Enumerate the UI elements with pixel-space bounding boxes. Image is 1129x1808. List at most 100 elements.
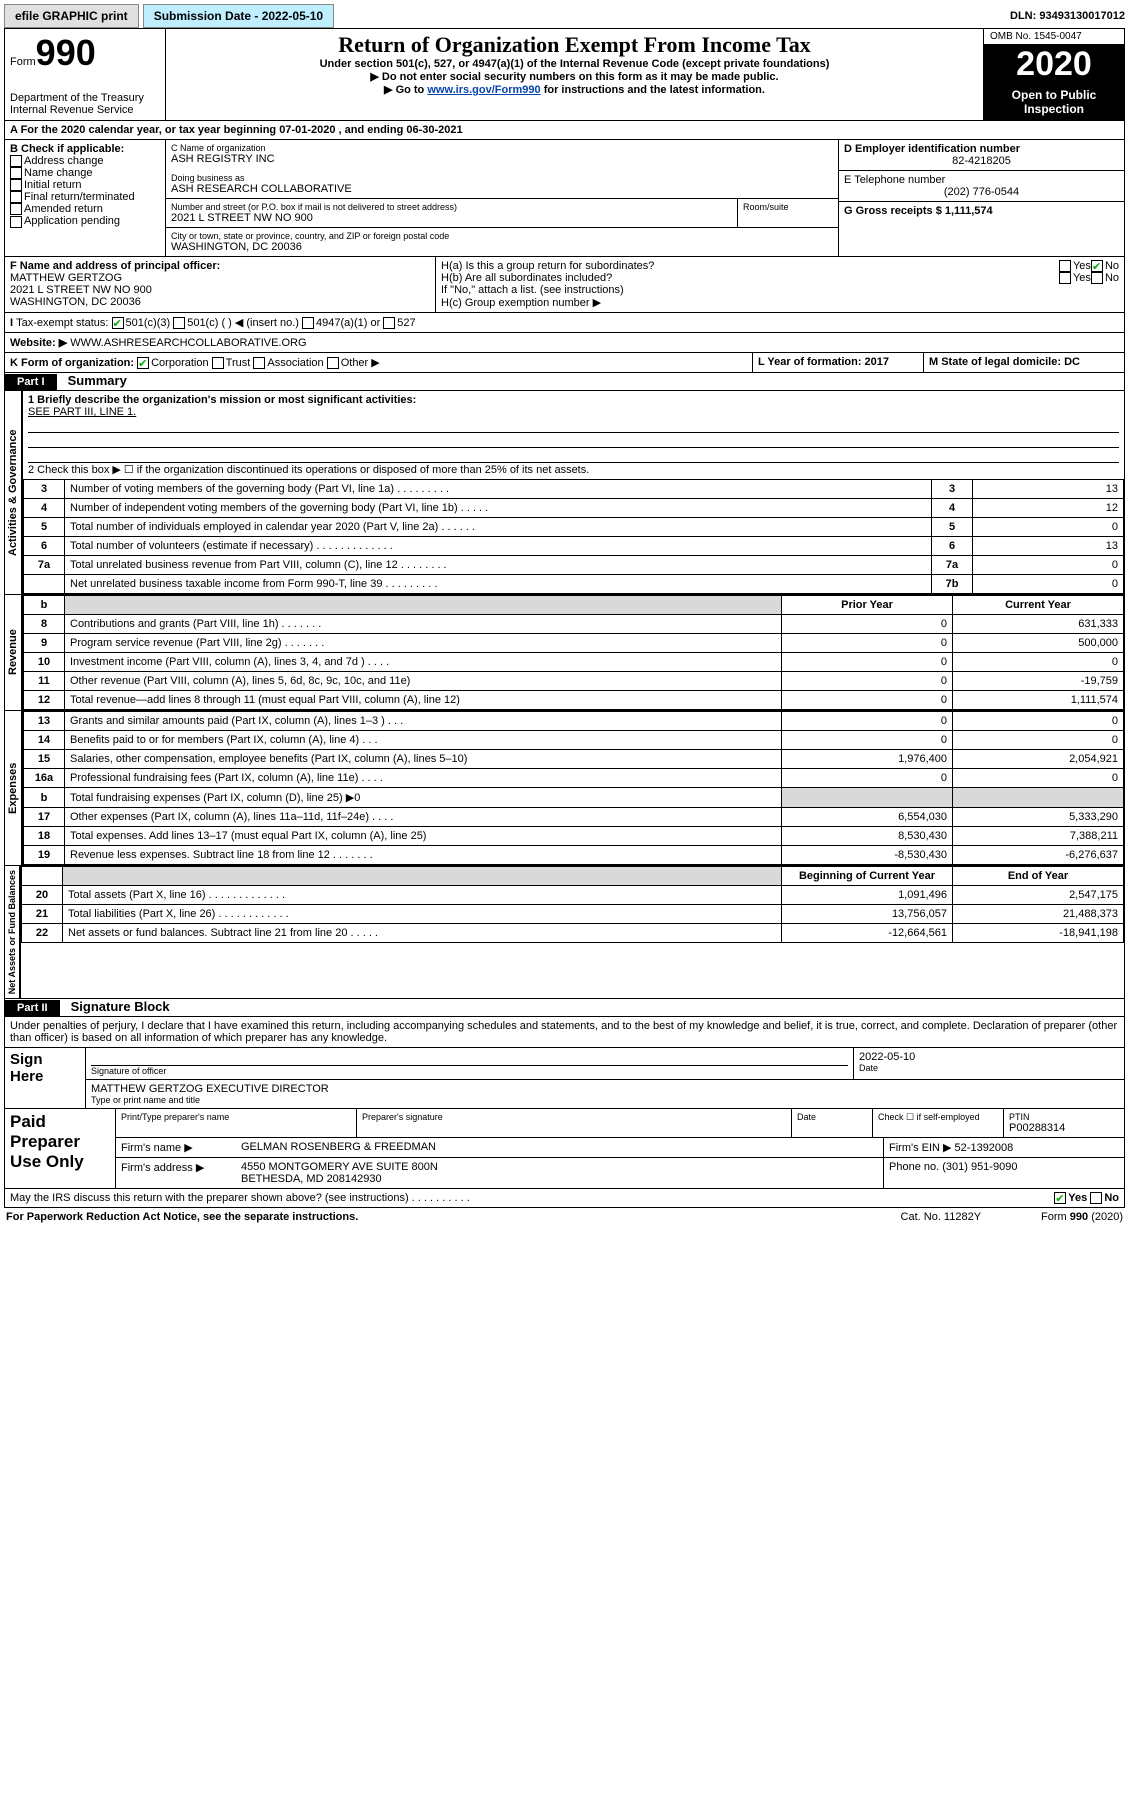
hb-no-checkbox[interactable] — [1091, 272, 1103, 284]
cur-val: 2,054,921 — [953, 750, 1124, 769]
p1-num — [24, 575, 65, 594]
4947-checkbox[interactable] — [302, 317, 314, 329]
row-num: 16a — [24, 769, 65, 788]
cur-val: 7,388,211 — [953, 827, 1124, 846]
i-label: Tax-exempt status: — [16, 317, 108, 329]
row-num: 13 — [24, 712, 65, 731]
row-num: 9 — [24, 634, 65, 653]
hb-no: No — [1105, 272, 1119, 284]
perjury-text: Under penalties of perjury, I declare th… — [5, 1017, 1124, 1048]
row-text: Net assets or fund balances. Subtract li… — [63, 924, 782, 943]
k-t: Trust — [226, 357, 251, 369]
row-text: Benefits paid to or for members (Part IX… — [65, 731, 782, 750]
ha-yes-checkbox[interactable] — [1059, 260, 1071, 272]
officer-name: MATTHEW GERTZOG — [10, 272, 430, 284]
p1-rn: 6 — [932, 537, 973, 556]
other-checkbox[interactable] — [327, 357, 339, 369]
sub3-post: for instructions and the latest informat… — [541, 84, 765, 96]
firm-addr-label: Firm's address ▶ — [116, 1158, 236, 1188]
k-o: Other ▶ — [341, 357, 380, 369]
subtitle-1: Under section 501(c), 527, or 4947(a)(1)… — [171, 58, 978, 70]
firm-addr1: 4550 MONTGOMERY AVE SUITE 800N — [241, 1161, 878, 1173]
addr-label: Number and street (or P.O. box if mail i… — [171, 202, 732, 212]
form-number: 990 — [36, 32, 96, 73]
row-num: 14 — [24, 731, 65, 750]
prior-val: 0 — [782, 769, 953, 788]
room-label: Room/suite — [743, 202, 833, 212]
row-text: Total revenue—add lines 8 through 11 (mu… — [65, 691, 782, 710]
discuss-no-checkbox[interactable] — [1090, 1192, 1102, 1204]
501c3-checkbox[interactable] — [112, 317, 124, 329]
open-inspection: Open to Public Inspection — [984, 84, 1124, 120]
row-num: 15 — [24, 750, 65, 769]
discuss-yes-checkbox[interactable] — [1054, 1192, 1066, 1204]
hb-label: H(b) Are all subordinates included? — [441, 272, 1059, 284]
k-label: K Form of organization: — [10, 357, 134, 369]
row-num: 11 — [24, 672, 65, 691]
subtitle-2: ▶ Do not enter social security numbers o… — [171, 70, 978, 83]
prior-val: -12,664,561 — [782, 924, 953, 943]
pt-name-label: Print/Type preparer's name — [121, 1112, 351, 1122]
form-title: Return of Organization Exempt From Incom… — [171, 32, 978, 58]
l-label: L Year of formation: 2017 — [758, 356, 889, 368]
501c-checkbox[interactable] — [173, 317, 185, 329]
prior-year-header: Prior Year — [782, 596, 953, 615]
officer-l2: WASHINGTON, DC 20036 — [10, 296, 430, 308]
p1-val: 13 — [973, 480, 1124, 499]
line-a: A For the 2020 calendar year, or tax yea… — [5, 121, 1124, 140]
corp-checkbox[interactable] — [137, 357, 149, 369]
name-change-checkbox[interactable] — [10, 167, 22, 179]
p1-rn: 4 — [932, 499, 973, 518]
final-return-checkbox[interactable] — [10, 191, 22, 203]
cur-val: 0 — [953, 653, 1124, 672]
trust-checkbox[interactable] — [212, 357, 224, 369]
assoc-checkbox[interactable] — [253, 357, 265, 369]
p1-rn: 7b — [932, 575, 973, 594]
form990-link[interactable]: www.irs.gov/Form990 — [427, 84, 540, 96]
exp-sidelabel: Expenses — [5, 711, 22, 865]
row-num: 19 — [24, 846, 65, 865]
row-num: 17 — [24, 808, 65, 827]
sig-name-label: Type or print name and title — [91, 1095, 1119, 1105]
cur-val: 631,333 — [953, 615, 1124, 634]
b-item2: Initial return — [24, 179, 81, 191]
hb-yes-checkbox[interactable] — [1059, 272, 1071, 284]
row-text: Total liabilities (Part X, line 26) . . … — [63, 905, 782, 924]
ha-no-checkbox[interactable] — [1091, 260, 1103, 272]
current-year-header: Current Year — [953, 596, 1124, 615]
app-pending-checkbox[interactable] — [10, 216, 22, 228]
blank — [63, 867, 782, 886]
prior-val: 0 — [782, 691, 953, 710]
ptin: P00288314 — [1009, 1122, 1119, 1134]
addr-change-checkbox[interactable] — [10, 155, 22, 167]
cur-val: -6,276,637 — [953, 846, 1124, 865]
efile-button[interactable]: efile GRAPHIC print — [4, 4, 139, 28]
ha-label: H(a) Is this a group return for subordin… — [441, 260, 1059, 272]
firm-ein: Firm's EIN ▶ 52-1392008 — [883, 1138, 1124, 1157]
b-item1: Name change — [24, 167, 93, 179]
row-text: Contributions and grants (Part VIII, lin… — [65, 615, 782, 634]
discuss-no: No — [1104, 1192, 1119, 1204]
row-num: b — [24, 788, 65, 808]
cur-val: 21,488,373 — [953, 905, 1124, 924]
p1-num: 7a — [24, 556, 65, 575]
dept-label: Department of the Treasury — [10, 92, 160, 104]
b-item5: Application pending — [24, 215, 120, 227]
row-num: 8 — [24, 615, 65, 634]
b-label: B Check if applicable: — [10, 143, 160, 155]
m-label: M State of legal domicile: DC — [929, 356, 1080, 368]
hb-yes: Yes — [1073, 272, 1091, 284]
sub3-pre: ▶ Go to — [384, 84, 427, 96]
p1-val: 12 — [973, 499, 1124, 518]
discuss-text: May the IRS discuss this return with the… — [5, 1189, 1049, 1207]
p1-text: Total number of volunteers (estimate if … — [65, 537, 932, 556]
phone: (202) 776-0544 — [844, 186, 1119, 198]
cur-val: 0 — [953, 731, 1124, 750]
p1-line2: 2 Check this box ▶ ☐ if the organization… — [28, 463, 1119, 476]
527-checkbox[interactable] — [383, 317, 395, 329]
amended-return-checkbox[interactable] — [10, 203, 22, 215]
initial-return-checkbox[interactable] — [10, 179, 22, 191]
p1-line1: 1 Briefly describe the organization's mi… — [28, 394, 1119, 406]
p1-text: Number of independent voting members of … — [65, 499, 932, 518]
prior-val: -8,530,430 — [782, 846, 953, 865]
